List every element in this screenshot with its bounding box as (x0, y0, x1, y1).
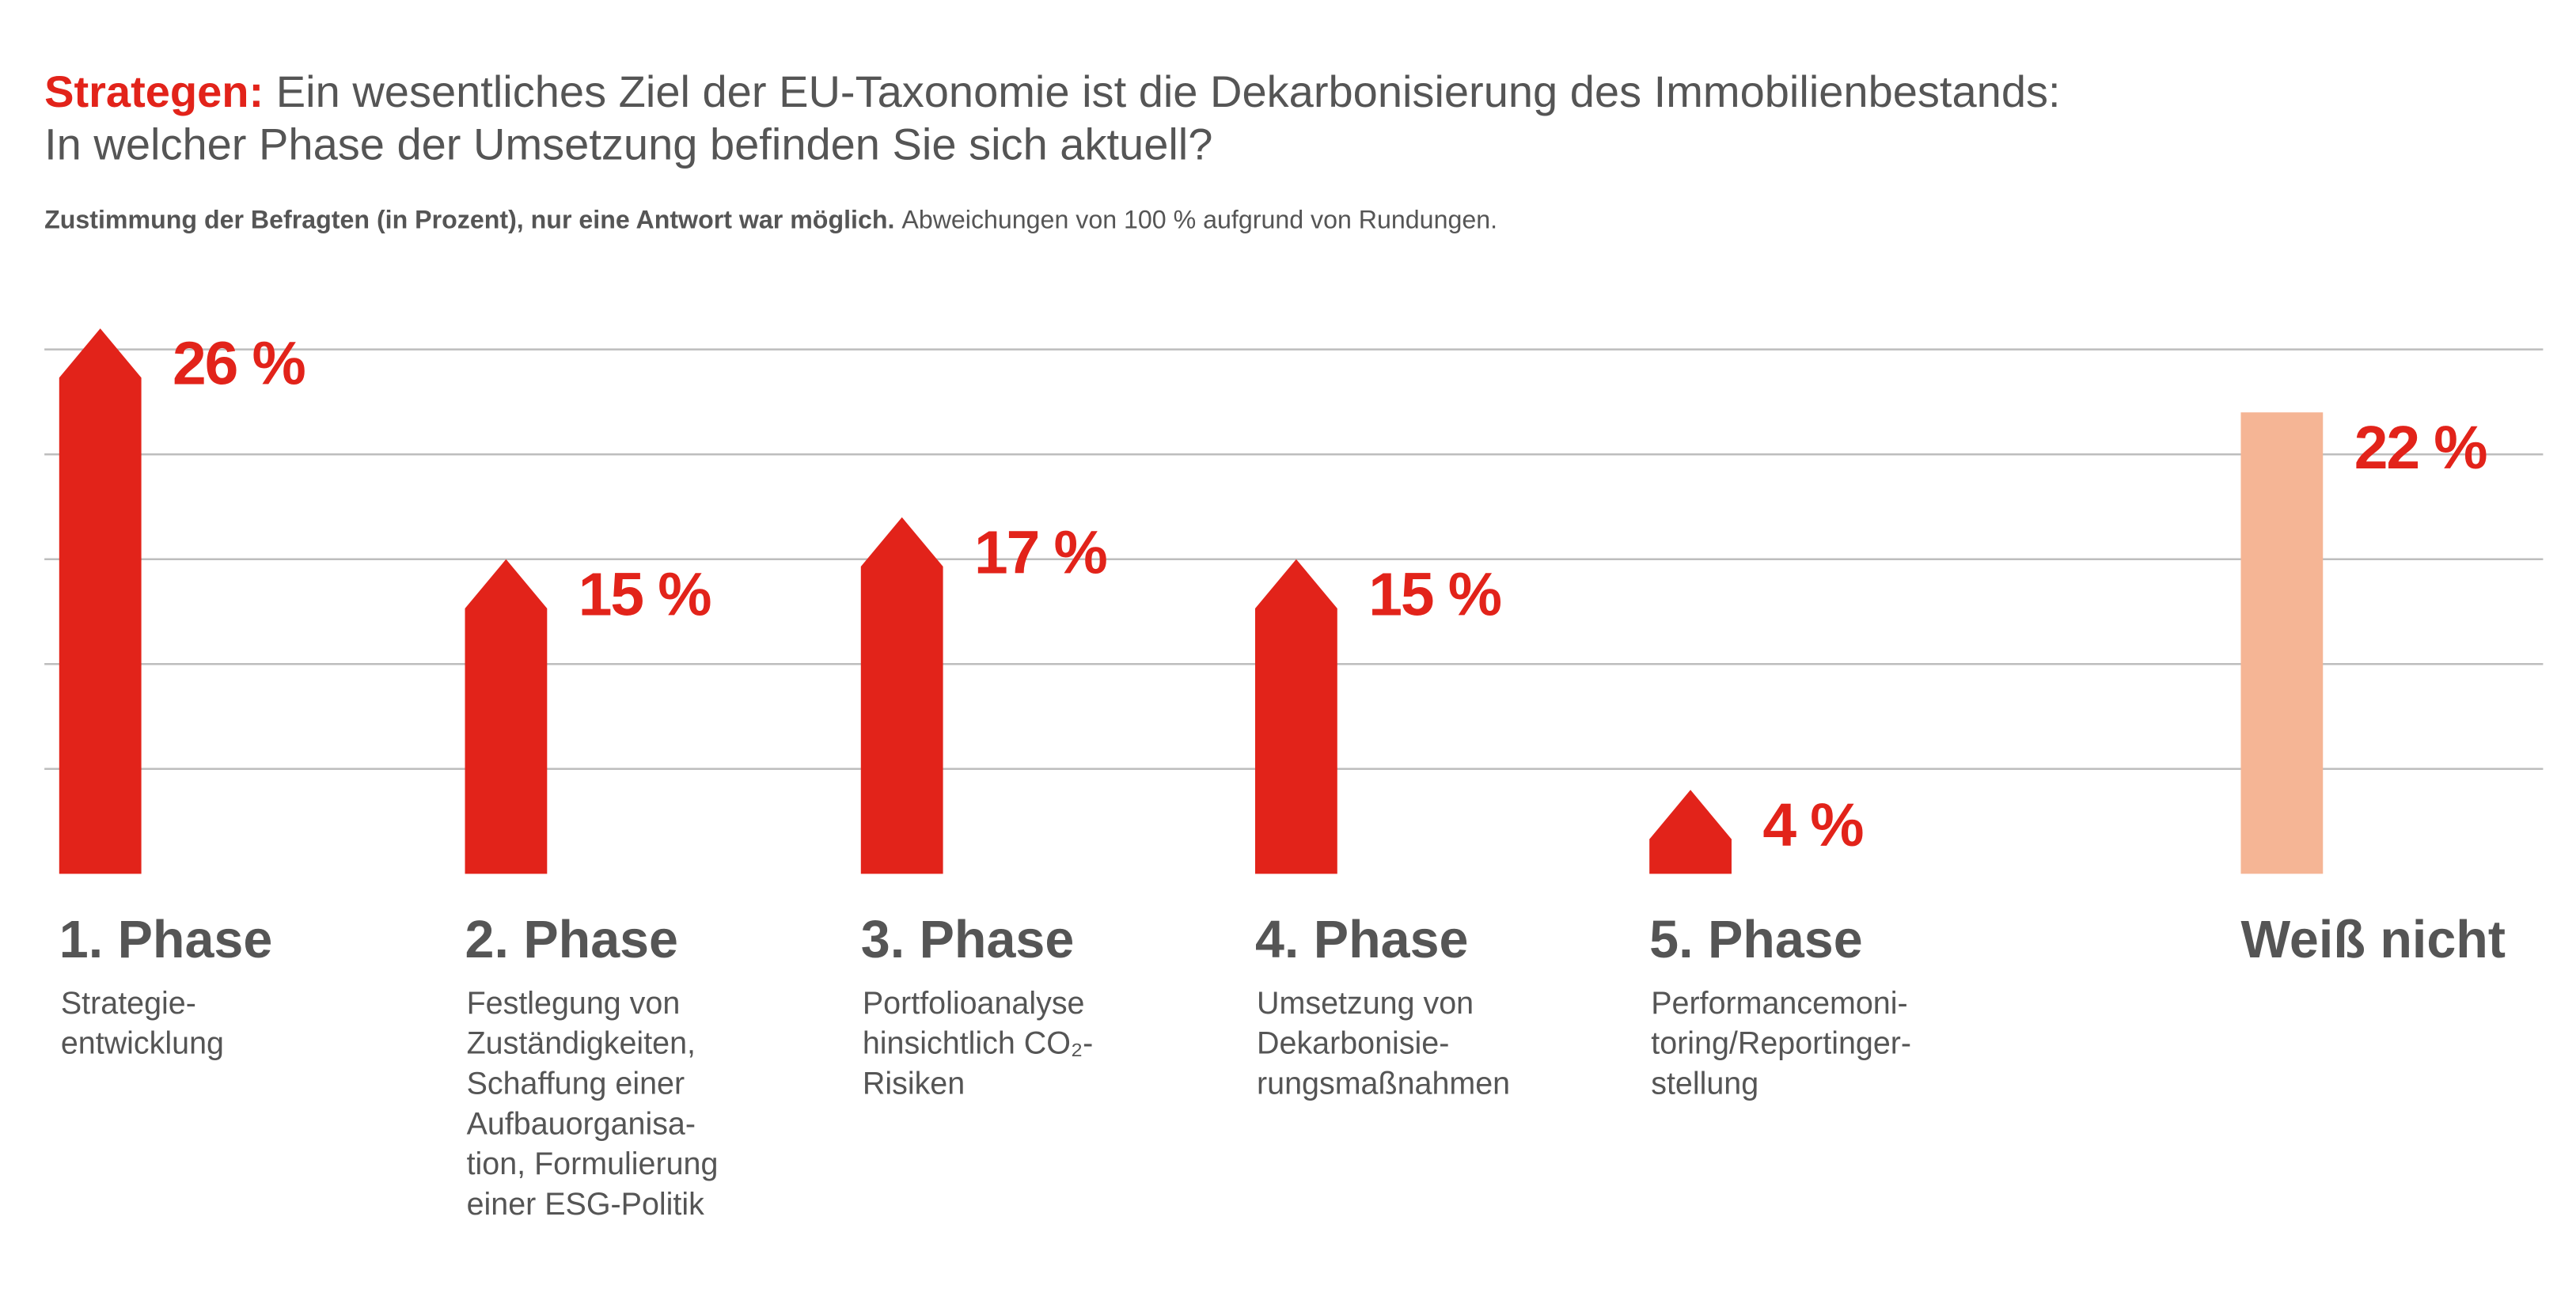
bar (59, 328, 142, 874)
bar (1649, 790, 1732, 874)
subtitle-text: Abweichungen von 100 % aufgrund von Rund… (901, 206, 1497, 234)
category-label: Weiß nicht (2240, 911, 2506, 969)
category-description: Festlegung von (467, 986, 681, 1021)
subtitle-bold: Zustimmung der Befragten (in Prozent), n… (44, 206, 894, 234)
category-description: hinsichtlich CO₂- (863, 1026, 1093, 1061)
bar (2240, 412, 2324, 874)
value-label: 15 % (1368, 560, 1501, 628)
bar (860, 517, 943, 874)
value-label: 26 % (173, 330, 305, 398)
chart-title: In welcher Phase der Umsetzung befinden … (44, 119, 1212, 169)
category-description: stellung (1651, 1066, 1758, 1101)
category-label: 1. Phase (59, 911, 272, 969)
category-description: Schaffung einer (467, 1066, 685, 1101)
value-label: 22 % (2354, 414, 2487, 482)
category-description: Portfolioanalyse (863, 986, 1085, 1021)
category-description: Risiken (863, 1066, 965, 1101)
value-label: 17 % (974, 518, 1107, 586)
category-description: einer ESG-Politik (467, 1187, 705, 1222)
category-label: 3. Phase (861, 911, 1074, 969)
value-label: 4 % (1762, 791, 1863, 859)
category-description: Performancemoni- (1651, 986, 1907, 1021)
category-description: rungsmaßnahmen (1257, 1066, 1510, 1101)
chart-subtitle: Zustimmung der Befragten (in Prozent), n… (44, 206, 1497, 234)
value-label: 15 % (579, 560, 711, 628)
bar (465, 559, 548, 874)
bar (1254, 559, 1337, 874)
category-label: 4. Phase (1255, 911, 1468, 969)
category-description: Dekarbonisie- (1257, 1026, 1449, 1061)
title-highlight: Strategen: (44, 66, 264, 116)
title-line: Ein wesentliches Ziel der EU-Taxonomie i… (276, 66, 2061, 116)
category-label: 5. Phase (1649, 911, 1862, 969)
chart-title: Strategen: Ein wesentliches Ziel der EU-… (44, 66, 2060, 116)
category-description: Strategie- (61, 986, 196, 1021)
category-description: Aufbauorganisa- (467, 1106, 696, 1141)
category-label: 2. Phase (465, 911, 678, 969)
category-description: tion, Formulierung (467, 1147, 719, 1181)
category-description: entwicklung (61, 1026, 224, 1061)
category-description: toring/Reportinger- (1651, 1026, 1911, 1061)
category-description: Zuständigkeiten, (467, 1026, 696, 1061)
category-description: Umsetzung von (1257, 986, 1474, 1021)
